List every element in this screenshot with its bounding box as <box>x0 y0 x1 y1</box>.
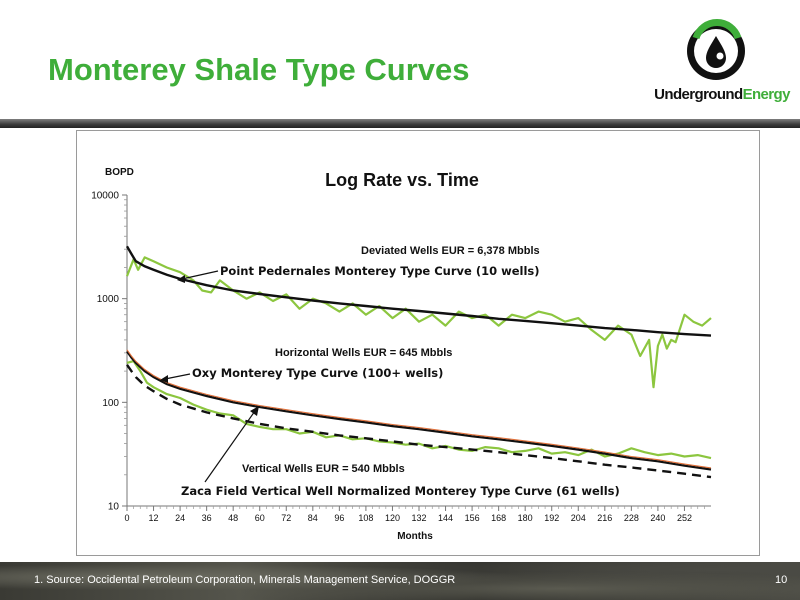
x-tick-label: 240 <box>650 513 665 523</box>
arrow-oxy-curve <box>164 373 191 380</box>
annotation-zaca-curve: Zaca Field Vertical Well Normalized Mont… <box>181 484 620 498</box>
series-horizontal-actual <box>126 360 712 460</box>
y-tick-label: 100 <box>102 398 119 409</box>
arrowhead-zaca-curve <box>250 406 259 416</box>
series-deviated-type-curve <box>125 245 712 337</box>
y-axis-label: BOPD <box>105 167 134 178</box>
arrow-zaca-curve <box>204 410 256 483</box>
x-tick-label: 96 <box>334 513 344 523</box>
x-tick-label: 12 <box>149 513 159 523</box>
y-tick-label: 1000 <box>97 294 120 305</box>
x-tick-label: 216 <box>597 513 612 523</box>
annotation-vertical-eur: Vertical Wells EUR = 540 Mbbls <box>242 463 405 475</box>
x-tick-label: 228 <box>624 513 639 523</box>
series-oxy-type-curve <box>126 350 712 471</box>
annotation-deviated-eur: Deviated Wells EUR = 6,378 Mbbls <box>361 245 540 257</box>
x-tick-label: 24 <box>175 513 185 523</box>
arrowhead-oxy-curve <box>160 375 168 383</box>
x-tick-label: 252 <box>677 513 692 523</box>
x-tick-label: 36 <box>202 513 212 523</box>
annotation-point-pedernales: Point Pedernales Monterey Type Curve (10… <box>220 264 540 278</box>
annotation-horizontal-eur: Horizontal Wells EUR = 645 Mbbls <box>275 347 452 359</box>
logo-wordmark: UndergroundEnergy <box>652 86 792 103</box>
x-tick-label: 48 <box>228 513 238 523</box>
series-zaca-type-curve <box>126 364 712 479</box>
chart-frame: Log Rate vs. Time BOPD Months 10 100 1000 1… <box>76 130 760 556</box>
x-tick-label: 192 <box>544 513 559 523</box>
arrow-point-pedernales <box>181 270 219 280</box>
x-tick-label: 84 <box>308 513 318 523</box>
x-tick-label: 132 <box>411 513 426 523</box>
x-tick-label: 0 <box>124 513 129 523</box>
annotations-group: Deviated Wells EUR = 6,378 Mbbls Point P… <box>160 245 620 498</box>
y-tick-label: 10000 <box>91 191 119 202</box>
log-rate-chart: Log Rate vs. Time BOPD Months 1010010001… <box>91 167 712 542</box>
x-tick-label: 168 <box>491 513 506 523</box>
logo-text-energy: Energy <box>742 86 791 103</box>
logo-text-underground: Underground <box>654 86 743 103</box>
series-oxy-type-curve-highlight <box>126 349 712 469</box>
x-tick-label: 204 <box>571 513 586 523</box>
source-footnote: 1. Source: Occidental Petroleum Corporat… <box>34 574 456 586</box>
page-number: 10 <box>775 574 788 586</box>
x-tick-label: 144 <box>438 513 453 523</box>
x-tick-label: 60 <box>255 513 265 523</box>
logo-droplet-icon <box>687 19 745 80</box>
x-tick-label: 72 <box>281 513 291 523</box>
axes-group: 10 100 1000 10000 0 12 24 36 48 60 72 84 96 108 120 132… <box>91 191 711 523</box>
x-tick-label: 180 <box>518 513 533 523</box>
arrowhead-point-pedernales <box>177 275 185 283</box>
footer-band <box>0 562 800 600</box>
company-logo: UndergroundEnergy <box>652 18 792 114</box>
x-tick-label: 120 <box>385 513 400 523</box>
y-tick-label: 10 <box>108 502 120 513</box>
chart-title: Log Rate vs. Time <box>325 170 479 190</box>
series-deviated-actual <box>125 256 712 389</box>
series-group <box>125 245 712 479</box>
x-tick-label: 108 <box>358 513 373 523</box>
header-divider-band <box>0 119 800 128</box>
x-tick-label: 156 <box>465 513 480 523</box>
annotation-oxy-curve: Oxy Monterey Type Curve (100+ wells) <box>192 366 443 380</box>
slide-title: Monterey Shale Type Curves <box>48 52 470 87</box>
x-axis-label: Months <box>397 531 433 542</box>
